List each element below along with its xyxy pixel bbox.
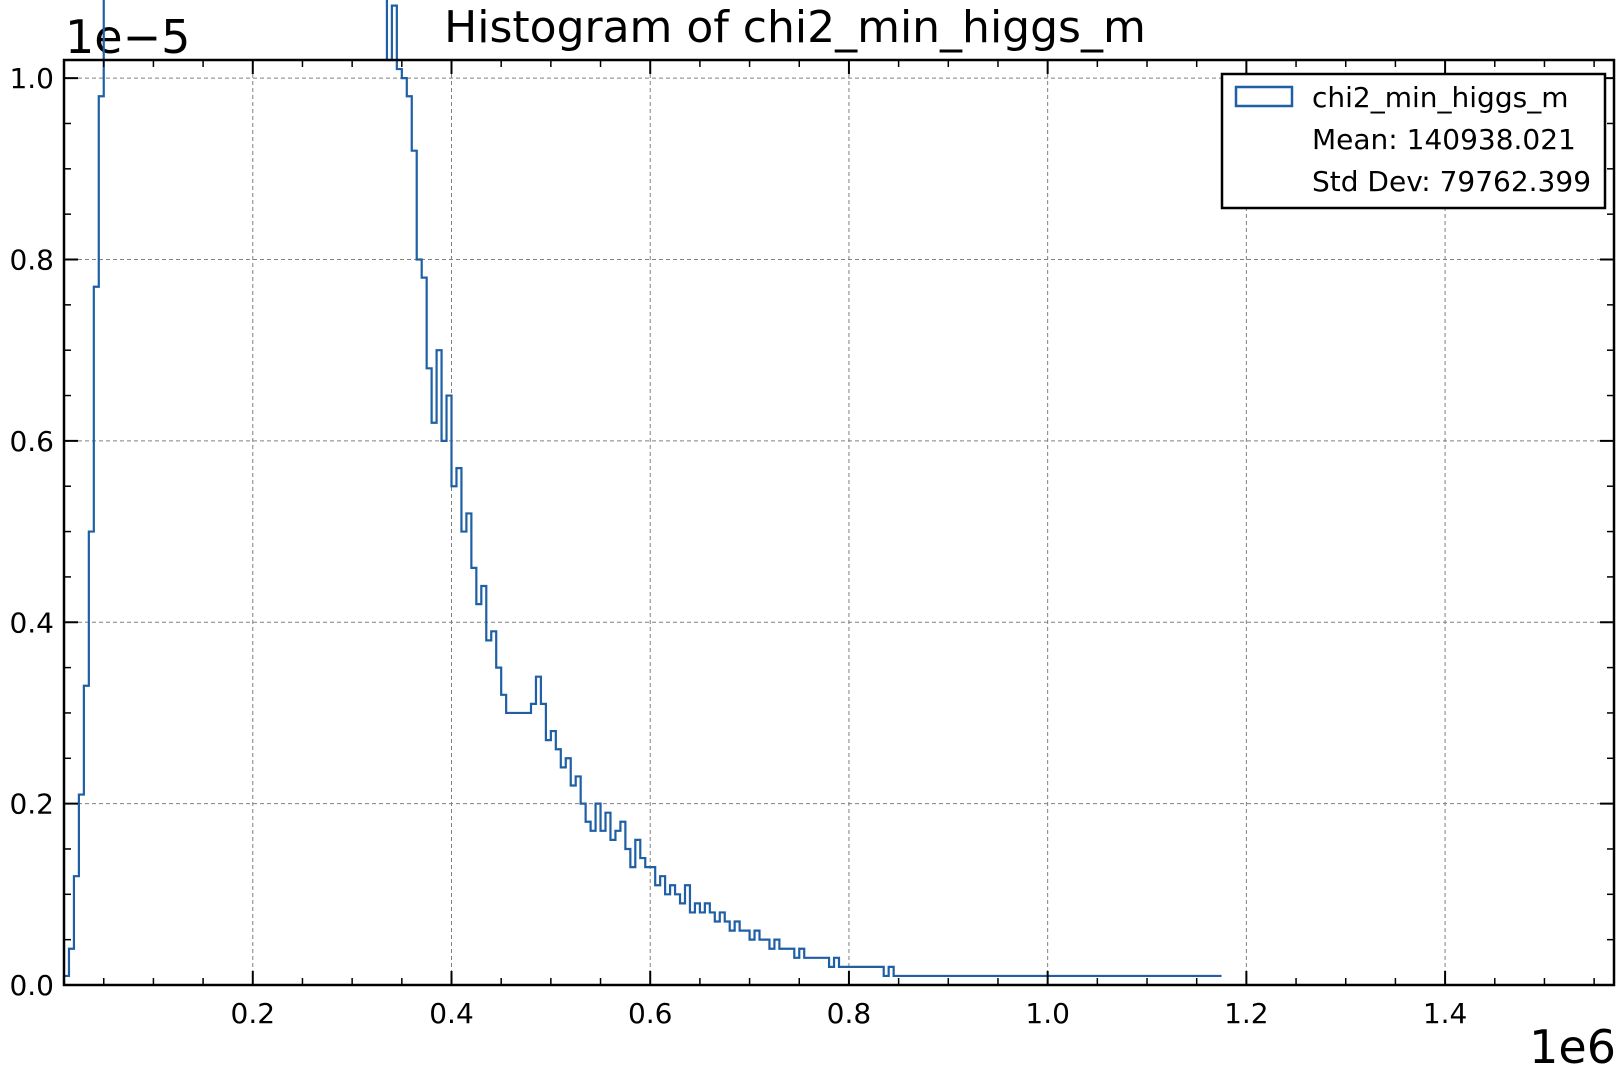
y-tick-label: 0.4 xyxy=(9,606,54,639)
x-tick-label: 0.8 xyxy=(827,997,872,1030)
y-tick-label: 0.2 xyxy=(9,788,54,821)
legend: chi2_min_higgs_m Mean: 140938.021 Std De… xyxy=(1222,74,1605,208)
x-tick-label: 1.4 xyxy=(1423,997,1468,1030)
x-offset-label: 1e6 xyxy=(1529,1020,1616,1074)
y-tick-label: 1.0 xyxy=(9,62,54,95)
x-tick-label: 0.4 xyxy=(429,997,474,1030)
legend-mean-text: Mean: 140938.021 xyxy=(1312,123,1576,156)
legend-series-label: chi2_min_higgs_m xyxy=(1312,81,1568,114)
y-offset-label: 1e−5 xyxy=(65,10,190,64)
x-tick-label: 0.6 xyxy=(628,997,673,1030)
chart-title: Histogram of chi2_min_higgs_m xyxy=(444,2,1146,53)
x-tick-label: 1.2 xyxy=(1224,997,1269,1030)
legend-std-text: Std Dev: 79762.399 xyxy=(1312,165,1591,198)
x-tick-label: 0.2 xyxy=(231,997,276,1030)
y-tick-label: 0.0 xyxy=(9,969,54,1002)
y-tick-label: 0.6 xyxy=(9,425,54,458)
x-tick-label: 1.0 xyxy=(1025,997,1070,1030)
y-tick-label: 0.8 xyxy=(9,244,54,277)
